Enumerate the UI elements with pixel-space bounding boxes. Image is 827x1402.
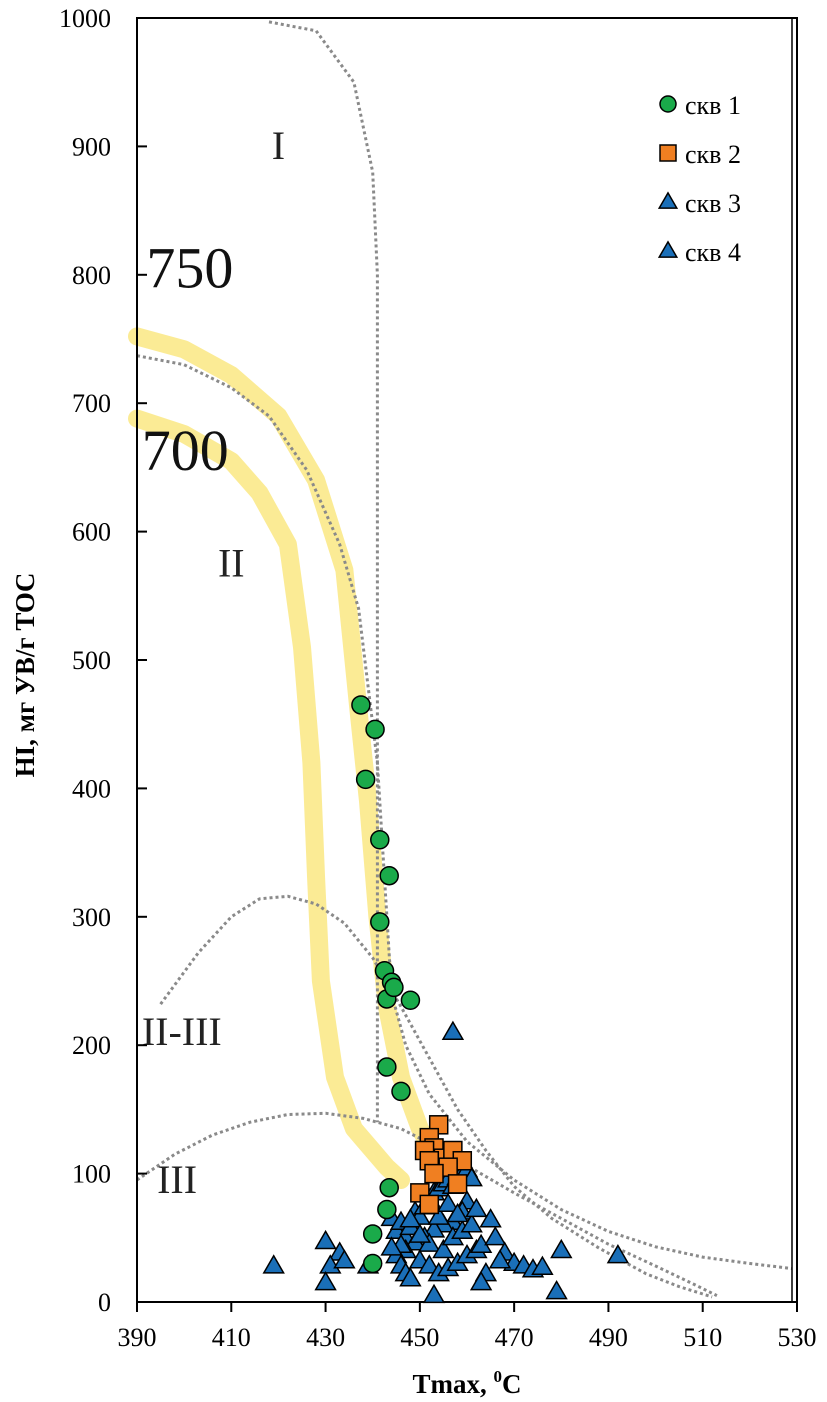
point-series-1-14 [379, 1177, 399, 1198]
y-tick-label-700: 700 [72, 389, 111, 418]
point-series-3-1 [441, 1020, 465, 1040]
y-tick-label-200: 200 [72, 1031, 111, 1060]
point-series-3-5 [319, 1254, 342, 1274]
legend-label-2: скв 2 [685, 140, 741, 169]
point-series-2-12 [447, 1174, 468, 1194]
y-tick-label-0: 0 [98, 1288, 111, 1317]
point-series-3-56 [545, 1280, 568, 1300]
y-tick-label-400: 400 [72, 774, 111, 803]
point-series-1-17 [362, 1253, 383, 1274]
point-series-1-10 [384, 977, 404, 998]
point-series-3-54 [550, 1238, 573, 1259]
point-series-1-6 [370, 912, 390, 932]
legend-marker-1 [659, 95, 677, 113]
point-series-3-62 [460, 1213, 483, 1233]
region-label-4: III [157, 1157, 197, 1202]
y-tick-label-100: 100 [72, 1160, 111, 1189]
region-label-1: I [272, 123, 285, 168]
x-tick-label-510: 510 [683, 1323, 722, 1352]
point-series-3-6 [333, 1249, 356, 1269]
x-tick-label-430: 430 [306, 1323, 345, 1352]
legend-label-4: скв 4 [685, 238, 741, 267]
x-tick-label-490: 490 [589, 1323, 628, 1352]
point-series-3-63 [399, 1208, 422, 1228]
legend-label-1: скв 1 [685, 91, 741, 120]
x-axis-title-superscript: 0 [494, 1367, 503, 1386]
isoline-label-700: 700 [142, 418, 229, 483]
point-series-3-7 [314, 1271, 337, 1291]
y-tick-label-1000: 1000 [59, 4, 111, 33]
point-series-1-3 [355, 769, 376, 790]
legend: скв 1 скв 2 скв 3 скв 4 [657, 91, 741, 267]
point-series-1-1 [351, 695, 371, 715]
point-series-3-69 [465, 1197, 488, 1218]
y-tick-label-900: 900 [72, 132, 111, 161]
x-tick-label-410: 410 [212, 1323, 251, 1352]
point-series-3-48 [484, 1226, 507, 1246]
legend-marker-3 [657, 191, 679, 209]
point-series-1-5 [379, 865, 399, 886]
region-label-3: II-III [142, 1009, 222, 1054]
x-tick-label-470: 470 [495, 1323, 534, 1352]
point-series-3-2 [262, 1254, 285, 1274]
y-tick-label-800: 800 [72, 261, 111, 290]
legend-marker-2 [659, 144, 677, 162]
point-series-1-11 [400, 990, 421, 1011]
boundary-line-2 [136, 354, 793, 1271]
point-series-3-72 [488, 1249, 512, 1269]
point-series-1-13 [391, 1081, 411, 1102]
y-tick-label-600: 600 [72, 518, 111, 547]
x-tick-label-530: 530 [778, 1323, 817, 1352]
x-tick-label-450: 450 [400, 1323, 439, 1352]
isoline-700 [128, 409, 410, 1189]
boundary-line-1 [268, 20, 379, 1123]
region-label-2: II [218, 541, 245, 586]
x-axis: 390 410 430 450 470 490 510 530 [118, 1302, 817, 1352]
boundary-line-3 [159, 894, 713, 1299]
data-points [262, 695, 630, 1304]
x-axis-title-text: Tmax, [413, 1369, 494, 1399]
x-tick-label-390: 390 [118, 1323, 157, 1352]
point-series-3-38 [399, 1267, 422, 1287]
point-series-3-55 [606, 1244, 630, 1264]
point-series-3-40 [418, 1254, 441, 1274]
point-series-3-73 [469, 1271, 493, 1291]
point-series-3-65 [408, 1223, 432, 1243]
y-tick-label-500: 500 [72, 646, 111, 675]
point-series-2-13 [419, 1194, 440, 1215]
point-series-3-47 [479, 1208, 502, 1228]
point-series-1-15 [377, 1199, 397, 1220]
point-series-3-31 [422, 1218, 446, 1238]
legend-marker-4 [657, 240, 679, 258]
y-axis: 0 100 200 300 400 500 600 700 800 900 1000 [59, 4, 147, 1317]
point-series-1-16 [362, 1224, 383, 1244]
point-series-3-70 [380, 1236, 403, 1256]
point-series-3-59 [432, 1238, 455, 1259]
isoline-label-750: 750 [146, 236, 233, 301]
point-series-1-4 [370, 830, 390, 850]
y-tick-label-300: 300 [72, 903, 111, 932]
x-axis-title-unit: C [502, 1369, 522, 1399]
point-series-2-10 [424, 1163, 444, 1184]
point-series-3-53 [531, 1255, 554, 1275]
point-series-3-57 [422, 1283, 446, 1304]
point-series-1-12 [377, 1057, 397, 1077]
point-series-3-66 [427, 1205, 450, 1225]
point-series-3-68 [446, 1202, 469, 1223]
point-series-1-2 [365, 719, 385, 740]
y-axis-title: HI, мг УВ/г TOC [10, 573, 40, 778]
legend-label-3: скв 3 [685, 189, 741, 218]
point-series-3-67 [436, 1192, 460, 1213]
point-series-3-3 [314, 1229, 337, 1250]
x-axis-title: Tmax, 0C [413, 1367, 522, 1399]
